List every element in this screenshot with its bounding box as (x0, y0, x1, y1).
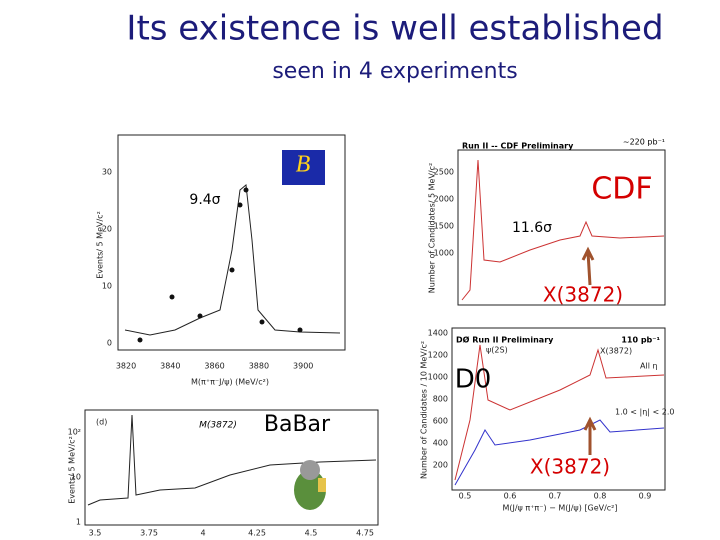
d0-frame (451, 327, 666, 491)
x-tick-label: 3880 (249, 362, 269, 371)
babar-panel: (d) (96, 418, 107, 427)
d0-curve2: 1.0 < |η| < 2.0 (615, 408, 674, 417)
x-tick-label: 3860 (204, 362, 224, 371)
x-tick-label: 3840 (160, 362, 180, 371)
babar-frame (84, 409, 379, 526)
cdf-y-label: Number of Candidates/ 5 MeV/c² (428, 163, 437, 293)
belle-x-label: M(π⁺π⁻J/ψ) (MeV/c²) (191, 378, 269, 387)
cdf-significance: 11.6σ (512, 220, 552, 236)
y-tick-label: 1 (76, 518, 81, 527)
x-tick-label: 4.25 (248, 529, 266, 538)
d0-plot-title: DØ Run II Preliminary (456, 335, 554, 345)
y-tick-label: 600 (433, 417, 448, 426)
y-tick-label: 2500 (434, 168, 454, 177)
y-tick-label: 400 (433, 439, 448, 448)
y-tick-label: 800 (433, 395, 448, 404)
d0-luminosity: 110 pb⁻¹ (621, 336, 660, 345)
babar-label: BaBar (264, 412, 331, 437)
y-tick-label: 1500 (434, 222, 454, 231)
cdf-plot-title: Run II -- CDF Preliminary (462, 142, 574, 151)
y-tick-label: 1200 (428, 351, 448, 360)
y-tick-label: 2000 (434, 195, 454, 204)
x-tick-label: 4.5 (305, 529, 318, 538)
d0-y-label: Number of Candidates / 10 MeV/c² (420, 341, 429, 479)
cdf-luminosity: ~220 pb⁻¹ (623, 138, 665, 147)
cdf-arrow (581, 246, 595, 286)
x-tick-label: 3820 (116, 362, 136, 371)
d0-peak2: X(3872) (600, 347, 632, 356)
x-tick-label: 3.5 (89, 529, 102, 538)
belle-significance: 9.4σ (189, 192, 220, 208)
d0-peak1: ψ(2S) (486, 346, 508, 355)
x-tick-label: 4 (200, 529, 205, 538)
subtitle: seen in 4 experiments (272, 59, 517, 84)
x-tick-label: 0.5 (459, 492, 472, 501)
cdf-fit (461, 159, 665, 301)
y-tick-label: 10² (68, 428, 81, 437)
y-tick-label: 200 (433, 461, 448, 470)
babar-histogram (87, 414, 377, 506)
y-tick-label: 10 (102, 282, 112, 291)
d0-fit-forward (454, 419, 665, 486)
y-tick-label: 1000 (434, 249, 454, 258)
y-tick-label: 0 (107, 339, 112, 348)
y-tick-label: 1400 (428, 329, 448, 338)
x-tick-label: 4.75 (356, 529, 374, 538)
d0-arrow-label: X(3872) (530, 455, 610, 479)
x-tick-label: 0.6 (504, 492, 517, 501)
cdf-label: CDF (591, 172, 652, 207)
y-tick-label: 30 (102, 168, 112, 177)
d0-x-label: M(J/ψ π⁺π⁻) − M(J/ψ) [GeV/c²] (502, 504, 617, 513)
cdf-arrow-label: X(3872) (543, 283, 623, 307)
d0-label: D0 (455, 365, 492, 395)
belle-logo (282, 150, 325, 185)
y-tick-label: 10 (71, 473, 81, 482)
d0-arrow (583, 416, 597, 455)
belle-logo-letter: B (296, 152, 311, 178)
belle-frame (117, 134, 346, 351)
belle-points (137, 187, 303, 343)
x-tick-label: 0.7 (549, 492, 562, 501)
x-tick-label: 0.9 (639, 492, 652, 501)
y-tick-label: 1000 (428, 373, 448, 382)
belle-y-label: Events/ 5 MeV/c² (96, 211, 105, 279)
x-tick-label: 3900 (293, 362, 313, 371)
title: Its existence is well established (126, 9, 663, 49)
x-tick-label: 0.8 (594, 492, 607, 501)
cdf-frame (457, 149, 666, 306)
x-tick-label: 3.75 (140, 529, 158, 538)
belle-fit (124, 184, 341, 336)
babar-mascot (294, 460, 326, 510)
babar-peak: M(3872) (199, 421, 237, 431)
y-tick-label: 20 (102, 225, 112, 234)
babar-y-label: Events/ 5 MeV/c² (68, 436, 77, 504)
d0-fit-all (454, 344, 665, 481)
d0-curve1: All η (640, 362, 658, 371)
